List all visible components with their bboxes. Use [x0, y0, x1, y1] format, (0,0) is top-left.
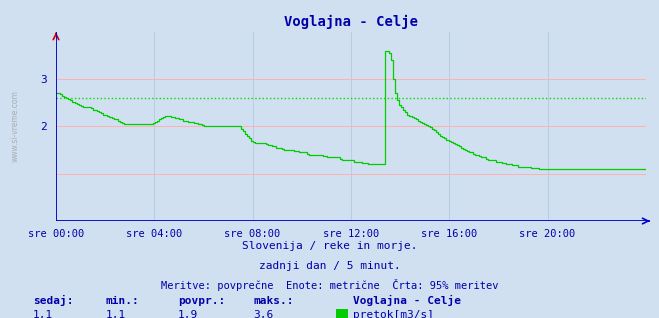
Text: povpr.:: povpr.:: [178, 295, 225, 306]
Text: 1,1: 1,1: [33, 310, 53, 318]
Text: Voglajna - Celje: Voglajna - Celje: [353, 295, 461, 306]
Text: 1,9: 1,9: [178, 310, 198, 318]
Text: pretok[m3/s]: pretok[m3/s]: [353, 310, 434, 318]
Text: www.si-vreme.com: www.si-vreme.com: [11, 90, 19, 162]
Text: 1,1: 1,1: [105, 310, 126, 318]
Text: Slovenija / reke in morje.: Slovenija / reke in morje.: [242, 241, 417, 252]
Title: Voglajna - Celje: Voglajna - Celje: [284, 15, 418, 29]
Text: 3,6: 3,6: [254, 310, 274, 318]
Text: Meritve: povprečne  Enote: metrične  Črta: 95% meritev: Meritve: povprečne Enote: metrične Črta:…: [161, 279, 498, 291]
Text: sedaj:: sedaj:: [33, 295, 73, 306]
Text: min.:: min.:: [105, 295, 139, 306]
Text: maks.:: maks.:: [254, 295, 294, 306]
Text: zadnji dan / 5 minut.: zadnji dan / 5 minut.: [258, 260, 401, 271]
